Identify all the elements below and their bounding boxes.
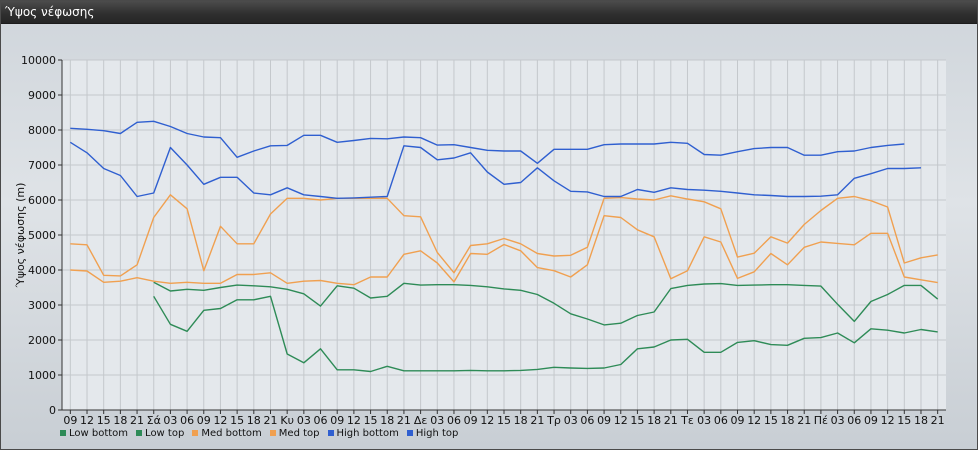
x-tick-label: 21: [530, 414, 544, 427]
x-tick-label: 21: [397, 414, 411, 427]
y-tick-label: 9000: [28, 89, 56, 102]
legend-label: High bottom: [336, 427, 399, 439]
y-tick-label: 6000: [28, 194, 56, 207]
x-tick-label: 21: [664, 414, 678, 427]
x-tick-label: 15: [630, 414, 644, 427]
legend-item: High bottom: [327, 427, 399, 439]
legend-label: Med bottom: [201, 427, 262, 439]
window-title: Ύψος νέφωσης: [5, 5, 95, 19]
title-bar: Ύψος νέφωσης: [1, 1, 977, 24]
x-tick-label: 18: [647, 414, 661, 427]
x-tick-label: Τε: [680, 414, 694, 427]
x-tick-label: 12: [747, 414, 761, 427]
y-axis-label: Ύψος νέφωσης (m): [14, 183, 27, 289]
legend-item: Low top: [136, 428, 184, 439]
x-tick-label: 06: [847, 414, 861, 427]
series-line-low-top: [153, 281, 939, 326]
x-tick-label: 18: [380, 414, 394, 427]
legend-label: Low bottom: [69, 427, 129, 439]
x-tick-label: 12: [213, 414, 227, 427]
x-tick-label: 18: [514, 414, 528, 427]
x-tick-label: 21: [130, 414, 144, 427]
legend-swatch: [406, 430, 413, 436]
y-tick-label: 5000: [28, 229, 56, 242]
x-tick-label: Κυ: [280, 414, 294, 427]
legend-swatch: [60, 430, 66, 436]
x-tick-label: 09: [330, 414, 344, 427]
x-tick-label: 03: [163, 414, 177, 427]
x-tick-label: 06: [580, 414, 594, 427]
x-tick-label: 09: [864, 414, 878, 427]
x-tick-label: 15: [230, 414, 244, 427]
x-tick-label: 09: [464, 414, 478, 427]
legend-label: Med top: [278, 427, 320, 439]
x-tick-label: Δε: [414, 414, 428, 427]
legend-label: High top: [415, 427, 459, 439]
x-tick-label: 12: [881, 414, 895, 427]
x-tick-label: 06: [447, 414, 461, 427]
y-tick-label: 7000: [28, 159, 56, 172]
series-line-low-bottom: [153, 295, 938, 373]
y-tick-label: 1000: [28, 369, 56, 382]
x-tick-label: 18: [781, 414, 795, 427]
x-tick-label: 12: [480, 414, 494, 427]
x-tick-label: 15: [764, 414, 778, 427]
y-tick-label: 0: [49, 404, 56, 417]
y-tick-label: 10000: [21, 54, 56, 67]
series-line-high-top: [70, 120, 905, 164]
legend-swatch: [136, 430, 143, 436]
y-tick-label: 8000: [28, 124, 56, 137]
chart-legend: Low bottom Low top Med bottom Med top High b…: [60, 426, 466, 440]
legend-swatch: [269, 430, 276, 436]
series-line-high-bottom: [69, 141, 922, 199]
x-tick-label: 03: [697, 414, 711, 427]
x-tick-label: 12: [80, 414, 94, 427]
y-tick-label: 3000: [28, 299, 56, 312]
x-tick-label: Πέ: [814, 414, 828, 427]
x-tick-label: 18: [247, 414, 261, 427]
x-tick-label: 03: [297, 414, 311, 427]
x-tick-label: 09: [63, 414, 77, 427]
x-tick-label: 06: [714, 414, 728, 427]
x-tick-label: 21: [931, 414, 945, 427]
x-tick-label: 18: [113, 414, 127, 427]
x-tick-label: 21: [797, 414, 811, 427]
x-tick-label: 18: [914, 414, 928, 427]
legend-item: Med top: [269, 427, 320, 439]
x-tick-label: 15: [364, 414, 378, 427]
x-tick-label: 21: [263, 414, 277, 427]
x-tick-label: 09: [197, 414, 211, 427]
legend-item: Med bottom: [192, 427, 262, 439]
x-tick-label: Σά: [147, 414, 161, 427]
legend-swatch: [192, 430, 199, 436]
x-tick-label: 03: [831, 414, 845, 427]
legend-item: Low bottom: [60, 428, 128, 439]
x-tick-label: 15: [497, 414, 511, 427]
y-tick-label: 2000: [28, 334, 56, 347]
legend-swatch: [327, 430, 334, 436]
x-tick-label: 09: [731, 414, 745, 427]
x-tick-label: Τρ: [546, 414, 561, 427]
series-line-med-top: [70, 194, 938, 277]
x-tick-label: 15: [897, 414, 911, 427]
x-tick-label: 06: [180, 414, 194, 427]
x-tick-label: 15: [97, 414, 111, 427]
x-tick-label: 03: [564, 414, 578, 427]
x-tick-label: 09: [597, 414, 611, 427]
x-tick-label: 12: [614, 414, 628, 427]
legend-item: High top: [406, 427, 459, 439]
x-tick-label: 03: [430, 414, 444, 427]
y-tick-label: 4000: [28, 264, 56, 277]
series-line-med-bottom: [70, 215, 938, 286]
x-tick-label: 06: [314, 414, 328, 427]
x-tick-label: 12: [347, 414, 361, 427]
legend-label: Low top: [145, 427, 185, 439]
